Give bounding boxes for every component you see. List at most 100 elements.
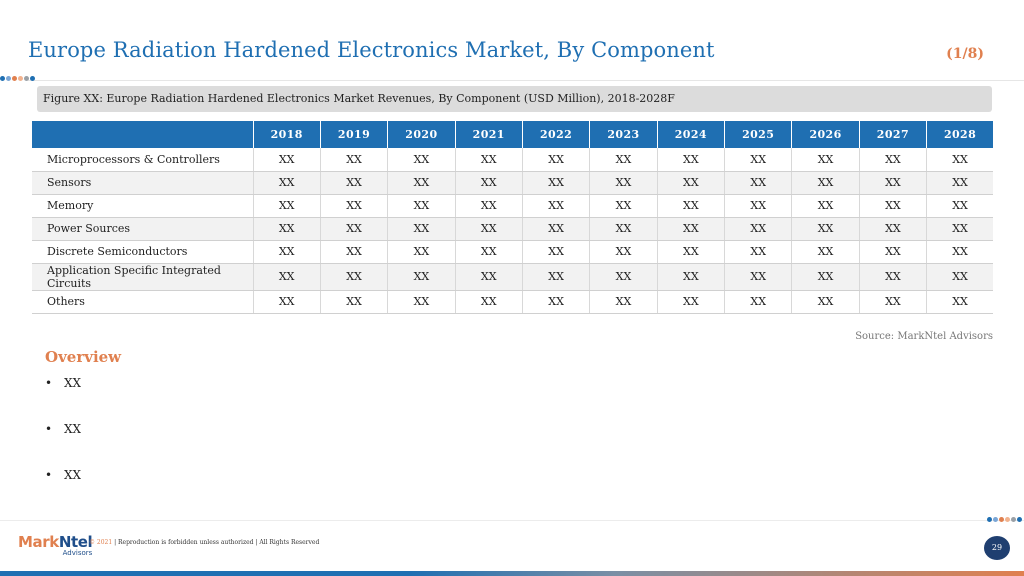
table-cell: XX [926,171,993,195]
page-counter: (1/8) [946,46,984,62]
table-row: Sensors XX XX XX XX XX XX XX XX XX XX XX [32,171,993,195]
table-cell: XX [724,148,793,172]
table-cell: XX [859,217,928,241]
logo-subtitle: Advisors [62,549,93,557]
logo-ntel-text: Ntel [58,533,93,551]
bullet-icon: • [45,468,53,482]
list-item: • XX [45,376,81,422]
table-cell: XX [724,240,793,264]
table-row: Application Specific Integrated Circuits… [32,263,993,291]
table-cell: XX [320,263,389,291]
table-cell: XX [589,194,658,218]
table-cell: XX [791,263,860,291]
year-header-2024: 2024 [657,121,726,148]
table-cell: XX [387,263,456,291]
table-cell: XX [387,240,456,264]
table-cell: XX [859,171,928,195]
table-cell: XX [522,240,591,264]
table-cell: XX [657,240,726,264]
year-header-2027: 2027 [859,121,928,148]
copyright-year: © 2021 [89,539,113,546]
table-cell: XX [657,263,726,291]
row-label: Application Specific Integrated Circuits [32,263,254,291]
market-table: 2018 2019 2020 2021 2022 2023 2024 2025 2026 2027… [32,121,993,314]
table-cell: XX [926,290,993,314]
decorative-dot-icon [1017,517,1022,522]
table-cell: XX [522,290,591,314]
decorative-dot-icon [0,76,5,81]
row-label: Microprocessors & Controllers [32,148,254,172]
bullet-text: XX [64,468,82,482]
table-row: Others XX XX XX XX XX XX XX XX XX XX XX [32,290,993,314]
year-header-2018: 2018 [253,121,321,148]
year-header-2025: 2025 [724,121,793,148]
table-cell: XX [859,290,928,314]
figure-caption: Figure XX: Europe Radiation Hardened Ele… [37,86,992,112]
table-cell: XX [926,194,993,218]
table-cell: XX [253,148,321,172]
table-cell: XX [253,263,321,291]
table-row: Power Sources XX XX XX XX XX XX XX XX XX XX XX [32,217,993,241]
decorative-dot-icon [999,517,1004,522]
year-header-2021: 2021 [455,121,523,148]
table-cell: XX [791,217,860,241]
table-cell: XX [859,240,928,264]
table-cell: XX [253,171,321,195]
table-row: Memory XX XX XX XX XX XX XX XX XX XX XX [32,194,993,218]
table-cell: XX [926,148,993,172]
decorative-dot-icon [1011,517,1016,522]
overview-list: • XX • XX • XX [45,376,81,514]
table-cell: XX [320,290,389,314]
table-cell: XX [724,263,793,291]
table-cell: XX [926,217,993,241]
table-cell: XX [657,171,726,195]
table-cell: XX [589,290,658,314]
copyright-text: | Reproduction is forbidden unless autho… [112,539,320,546]
table-cell: XX [657,217,726,241]
table-cell: XX [657,148,726,172]
table-cell: XX [522,194,591,218]
table-cell: XX [724,171,793,195]
table-cell: XX [522,171,591,195]
table-header-row: 2018 2019 2020 2021 2022 2023 2024 2025 2026 2027… [32,121,993,148]
year-header-2028: 2028 [926,121,993,148]
table-cell: XX [387,194,456,218]
decorative-dot-icon [1005,517,1010,522]
table-cell: XX [455,171,523,195]
decorative-dot-icon [30,76,35,81]
row-label: Power Sources [32,217,254,241]
decorative-dot-icon [987,517,992,522]
table-cell: XX [791,171,860,195]
table-cell: XX [589,171,658,195]
table-cell: XX [320,194,389,218]
table-cell: XX [589,217,658,241]
table-cell: XX [859,263,928,291]
table-cell: XX [859,194,928,218]
table-cell: XX [387,290,456,314]
year-header-2022: 2022 [522,121,591,148]
table-cell: XX [724,194,793,218]
table-cell: XX [791,240,860,264]
page-number-badge: 29 [984,536,1010,560]
slide-title: Europe Radiation Hardened Electronics Ma… [28,38,715,62]
copyright-note: © 2021 | Reproduction is forbidden unles… [89,539,319,546]
bullet-text: XX [64,376,82,390]
year-header-2026: 2026 [791,121,860,148]
year-header-2020: 2020 [387,121,456,148]
table-cell: XX [657,290,726,314]
decorative-dot-icon [18,76,23,81]
list-item: • XX [45,422,81,468]
table-cell: XX [589,263,658,291]
table-cell: XX [926,263,993,291]
table-cell: XX [791,290,860,314]
decorative-dot-icon [24,76,29,81]
table-cell: XX [320,240,389,264]
year-header-2019: 2019 [320,121,389,148]
row-label: Others [32,290,254,314]
decorative-dot-icon [993,517,998,522]
table-cell: XX [589,148,658,172]
table-cell: XX [589,240,658,264]
table-cell: XX [253,217,321,241]
table-cell: XX [657,194,726,218]
table-row: Microprocessors & Controllers XX XX XX XX XX X… [32,148,993,172]
